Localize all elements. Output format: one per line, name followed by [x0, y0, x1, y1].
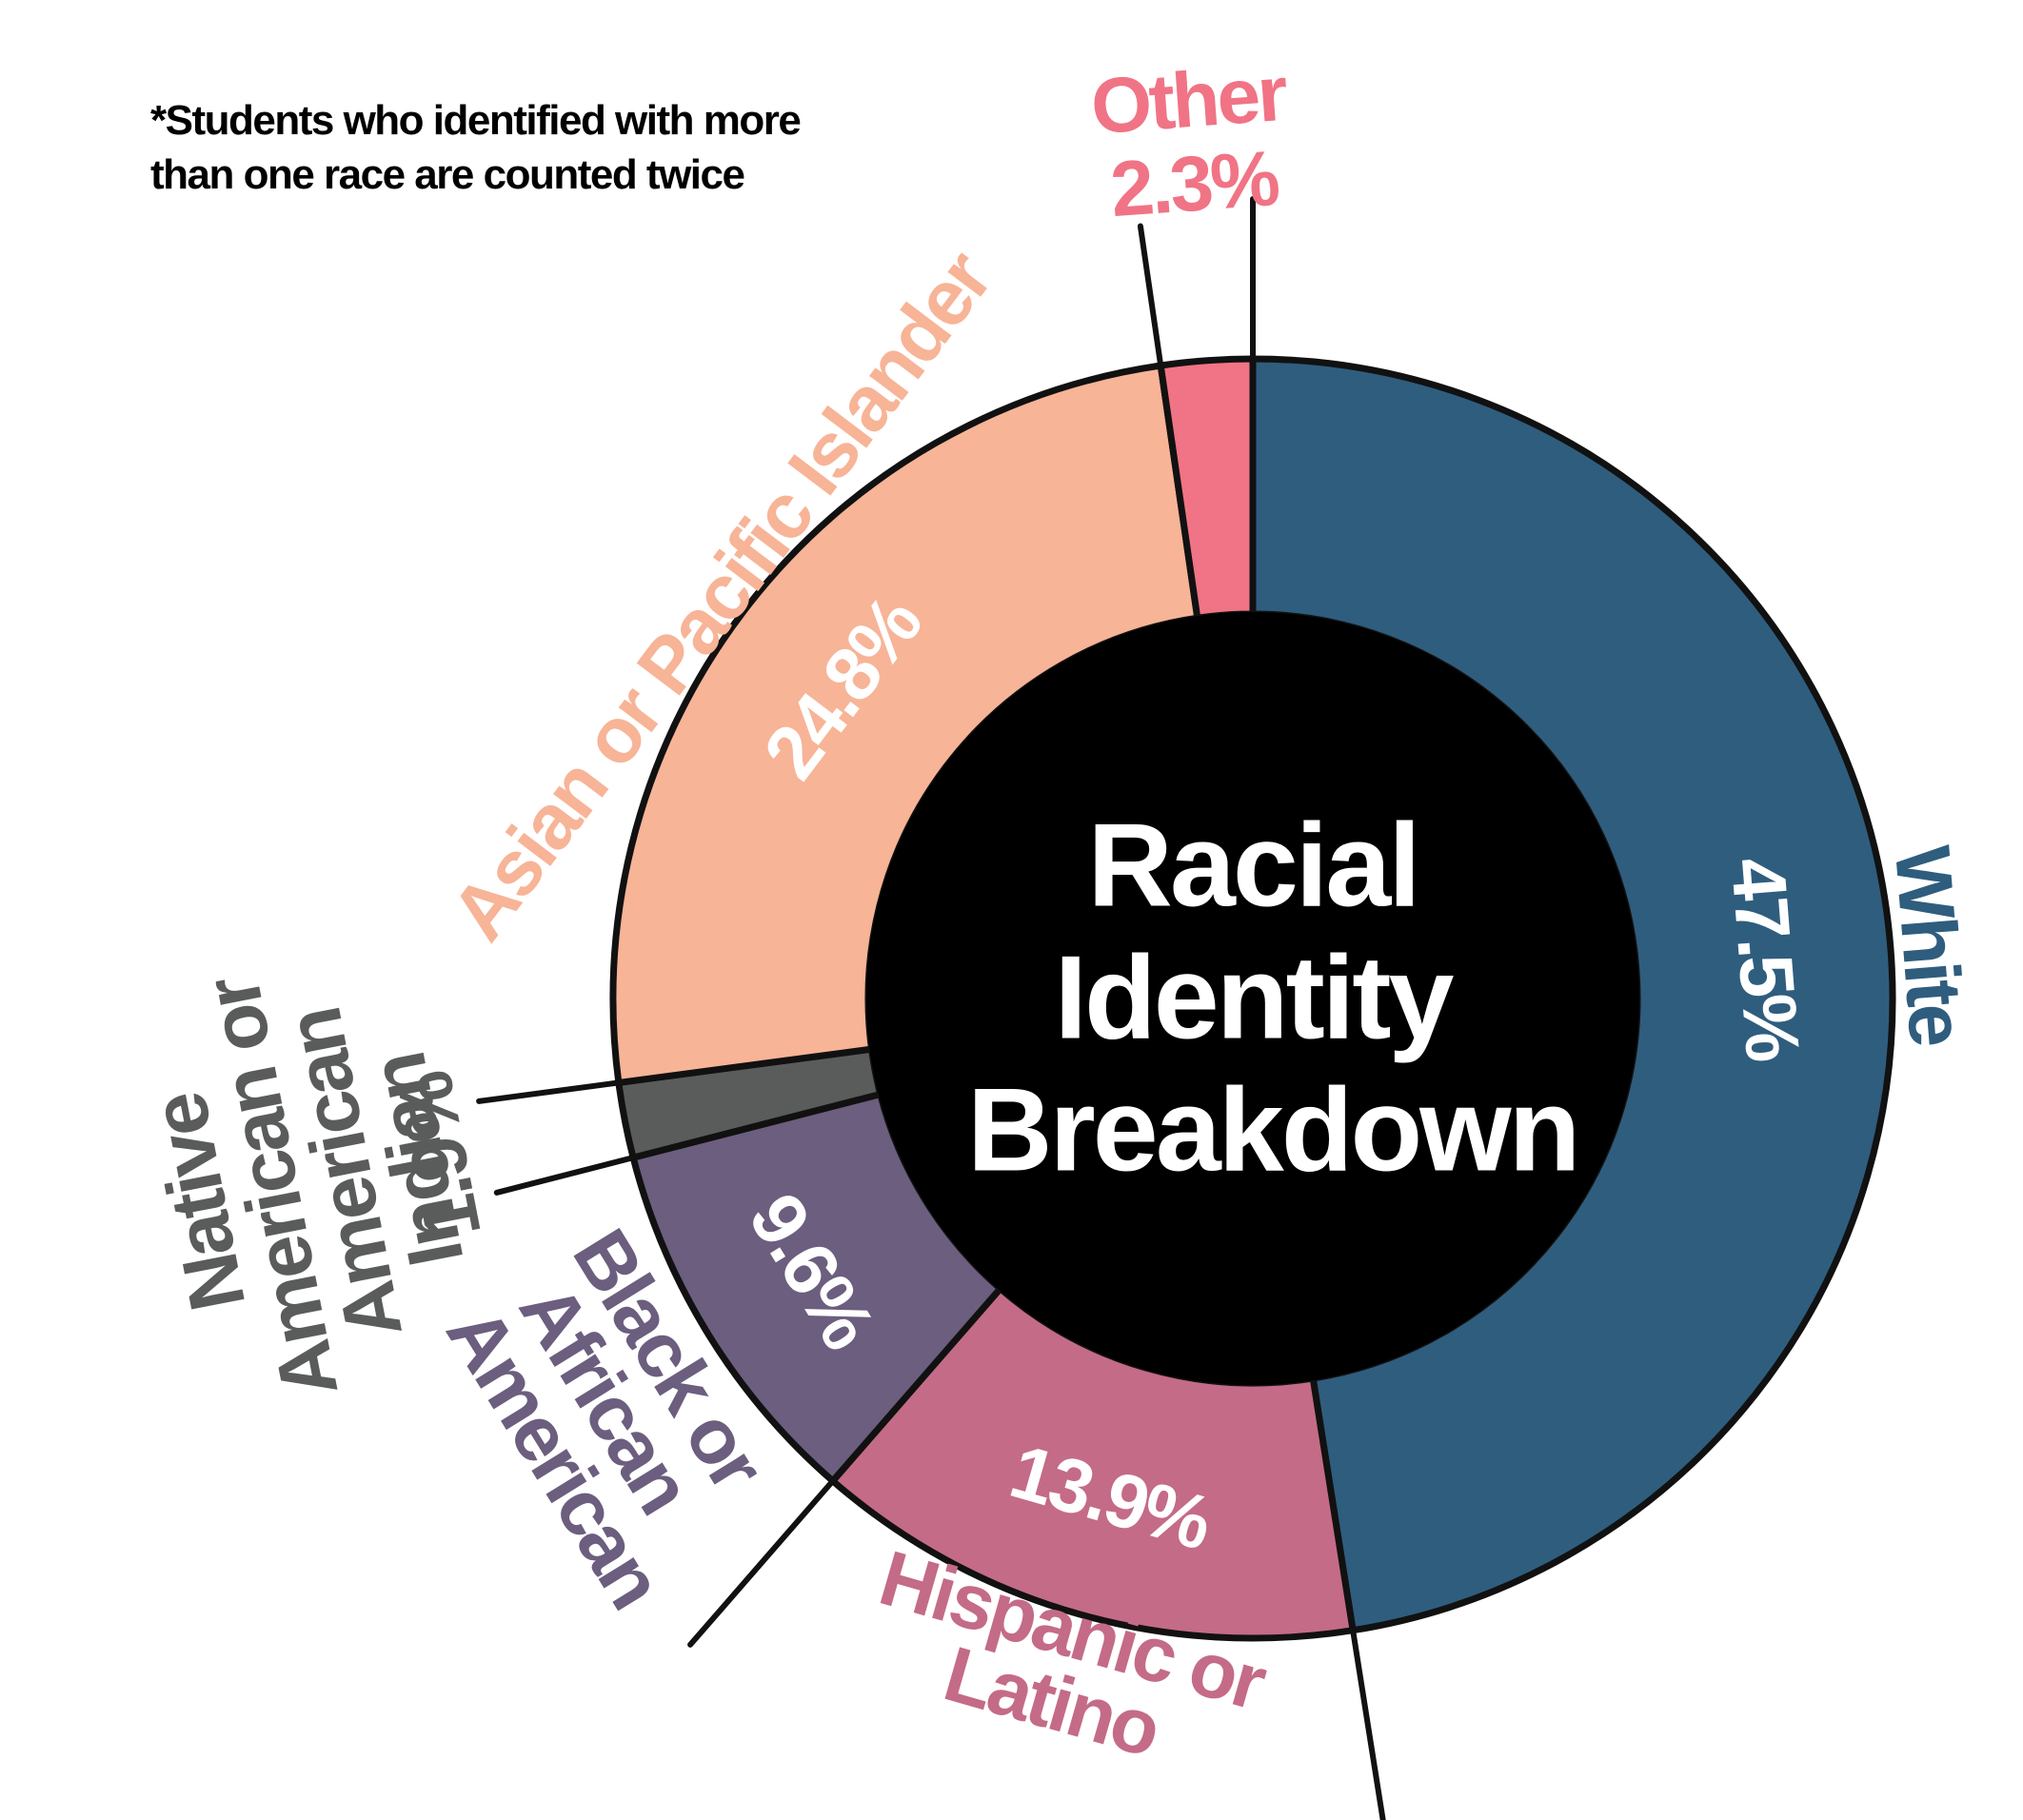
- leader-line: [1349, 1623, 1386, 1820]
- leader-line: [687, 1474, 839, 1648]
- leader-line: [476, 1078, 625, 1104]
- category-label: Other: [1087, 50, 1288, 151]
- value-label: 2.3%: [1107, 135, 1280, 234]
- leader-line: [1137, 223, 1164, 372]
- chart-title: Racial Identity Breakdown: [967, 800, 1580, 1197]
- value-label: 47.5%: [1716, 854, 1816, 1062]
- leader-line: [493, 1154, 640, 1196]
- category-label: White: [1877, 842, 1980, 1048]
- center-disc: [866, 612, 1639, 1385]
- note: *Students who identified with more than …: [150, 97, 802, 199]
